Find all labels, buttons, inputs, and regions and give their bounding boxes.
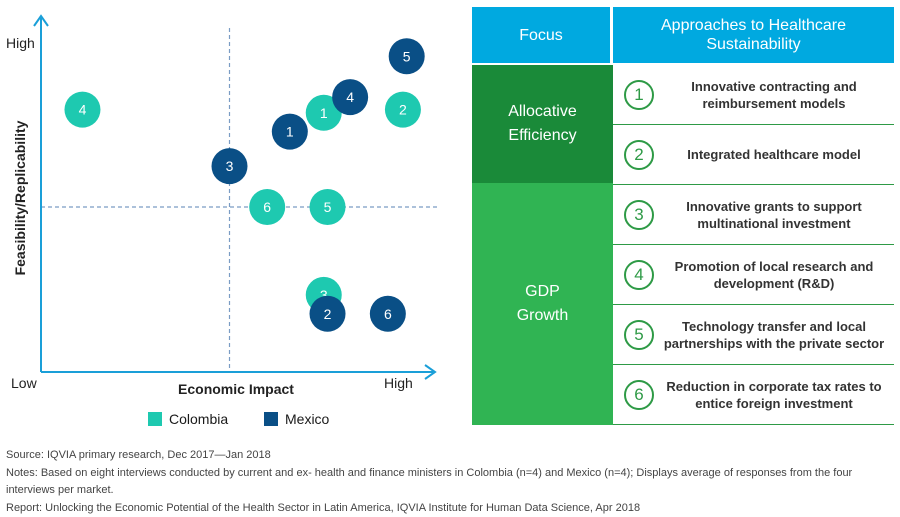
scatter-chart: 1 2 3 4 5 6 1 2 3 4 5 6 High Low High Economic Impa… bbox=[6, 14, 438, 397]
data-point-mexico-5: 5 bbox=[388, 38, 425, 75]
data-point-colombia-4: 4 bbox=[64, 91, 101, 128]
data-point-marker bbox=[305, 94, 342, 131]
data-point-marker bbox=[369, 295, 406, 332]
legend-swatch-colombia bbox=[148, 412, 162, 426]
data-point-mexico-4: 4 bbox=[332, 79, 369, 116]
x-axis-arrow bbox=[424, 364, 437, 380]
approach-text: Reduction in corporate tax rates to enti… bbox=[666, 378, 882, 411]
header-approaches: Approaches to Healthcare Sustainability bbox=[613, 7, 894, 63]
data-point-colombia-5: 5 bbox=[309, 189, 346, 225]
data-point-label: 1 bbox=[286, 124, 294, 140]
approach-row: 1 Innovative contracting and reimburseme… bbox=[613, 65, 894, 125]
data-point-label: 2 bbox=[399, 102, 407, 118]
approach-number: 4 bbox=[624, 259, 654, 290]
chart-axes bbox=[33, 14, 437, 380]
approach-number: 5 bbox=[624, 319, 654, 350]
x-axis-title: Economic Impact bbox=[178, 381, 294, 397]
data-point-marker bbox=[271, 113, 308, 150]
approach-text: Promotion of local research and developm… bbox=[674, 258, 874, 291]
legend-swatch-mexico bbox=[264, 412, 278, 426]
x-low-label: Low bbox=[11, 375, 38, 391]
approach-text: Innovative contracting and reimbursement… bbox=[691, 78, 857, 111]
data-point-label: 4 bbox=[346, 89, 354, 105]
y-axis-arrow bbox=[33, 14, 49, 27]
legend-label-colombia: Colombia bbox=[169, 411, 229, 427]
data-point-marker bbox=[309, 189, 346, 225]
source-note: Source: IQVIA primary research, Dec 2017… bbox=[6, 449, 271, 461]
chart-reference-lines bbox=[41, 28, 438, 372]
data-point-colombia-1: 1 bbox=[305, 94, 342, 131]
data-point-marker bbox=[388, 38, 425, 75]
approach-row: 3 Innovative grants to support multinati… bbox=[613, 185, 894, 245]
group-label-gdp: GDP Growth bbox=[516, 283, 569, 324]
data-point-label: 3 bbox=[226, 158, 234, 174]
data-point-marker bbox=[309, 295, 346, 332]
data-point-label: 2 bbox=[324, 306, 332, 322]
header-focus: Focus bbox=[472, 7, 613, 63]
notes-text: Notes: Based on eight interviews conduct… bbox=[6, 466, 853, 497]
approach-row: 5 Technology transfer and local partners… bbox=[613, 305, 894, 365]
table-header: Focus Approaches to Healthcare Sustainab… bbox=[472, 7, 894, 63]
x-high-label: High bbox=[384, 375, 413, 391]
group-gdp-growth: GDP Growth bbox=[472, 183, 613, 425]
data-point-label: 5 bbox=[324, 199, 332, 215]
footer-notes: Source: IQVIA primary research, Dec 2017… bbox=[6, 447, 896, 517]
data-point-marker bbox=[332, 79, 369, 116]
legend-item-colombia: Colombia bbox=[148, 411, 228, 427]
approach-row: 6 Reduction in corporate tax rates to en… bbox=[613, 365, 894, 425]
data-point-label: 5 bbox=[403, 48, 411, 64]
group-label-allocative: Allocative Efficiency bbox=[508, 103, 577, 144]
approach-number: 2 bbox=[624, 139, 654, 170]
data-point-mexico-3: 3 bbox=[211, 148, 248, 185]
data-point-marker bbox=[211, 148, 248, 185]
approach-number: 3 bbox=[624, 199, 654, 230]
data-point-colombia-6: 6 bbox=[249, 189, 286, 225]
approach-row: 2 Integrated healthcare model bbox=[613, 125, 894, 185]
approach-row: 4 Promotion of local research and develo… bbox=[613, 245, 894, 305]
approach-text: Integrated healthcare model bbox=[687, 147, 861, 162]
data-point-marker bbox=[249, 189, 286, 225]
legend-item-mexico: Mexico bbox=[264, 411, 329, 427]
data-point-label: 6 bbox=[384, 306, 392, 322]
chart-points: 1 2 3 4 5 6 1 2 3 4 5 6 bbox=[64, 38, 425, 332]
data-point-marker bbox=[384, 91, 421, 128]
group-allocative-efficiency: Allocative Efficiency bbox=[472, 65, 613, 183]
approach-text: Technology transfer and local partnershi… bbox=[663, 318, 885, 351]
approaches-table: Focus Approaches to Healthcare Sustainab… bbox=[472, 7, 894, 425]
data-point-colombia-2: 2 bbox=[384, 91, 421, 128]
data-point-label: 6 bbox=[263, 199, 271, 215]
data-point-marker bbox=[64, 91, 101, 128]
data-point-mexico-2: 2 bbox=[309, 295, 346, 332]
data-point-label: 4 bbox=[79, 102, 87, 118]
data-point-mexico-6: 6 bbox=[369, 295, 406, 332]
approach-number: 6 bbox=[624, 379, 654, 410]
y-high-label: High bbox=[6, 35, 35, 51]
y-axis-title: Feasibility/Replicability bbox=[12, 120, 28, 275]
report-note: Report: Unlocking the Economic Potential… bbox=[6, 501, 641, 514]
approach-number: 1 bbox=[624, 79, 654, 110]
legend-label-mexico: Mexico bbox=[285, 411, 330, 427]
approach-text: Innovative grants to support multination… bbox=[686, 198, 862, 231]
data-point-label: 3 bbox=[320, 287, 328, 303]
data-point-label: 1 bbox=[320, 105, 328, 121]
data-point-mexico-1: 1 bbox=[271, 113, 308, 150]
